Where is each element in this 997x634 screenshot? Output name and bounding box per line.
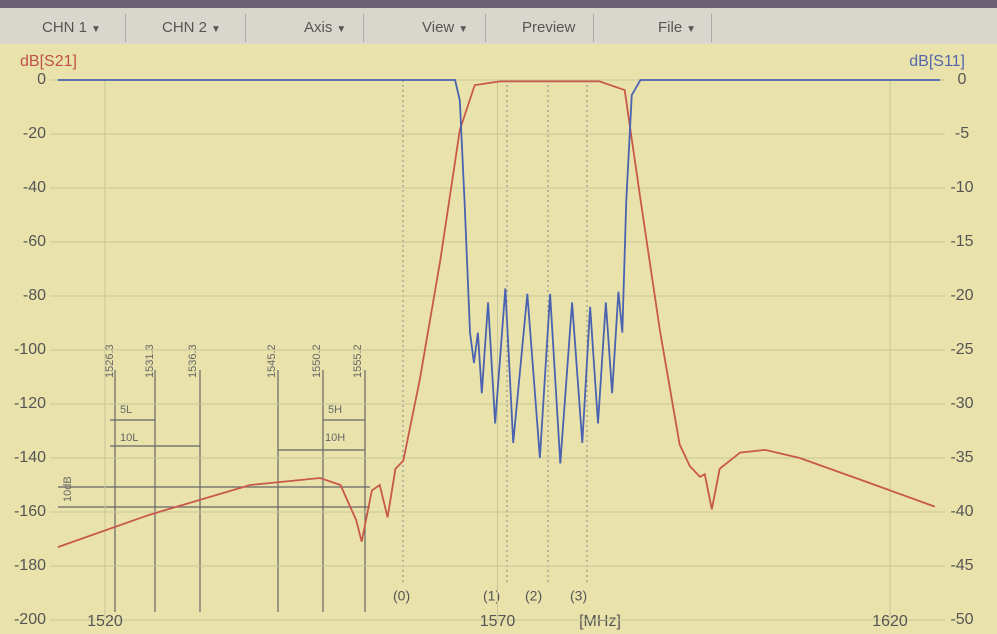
- y-tick-label: -40: [23, 179, 46, 196]
- y-tick-label: 0: [37, 71, 46, 88]
- y2-tick-label: -25: [950, 341, 973, 358]
- y2-tick-label: -45: [950, 557, 973, 574]
- y-tick-label: -140: [14, 449, 46, 466]
- note: 1526.3: [104, 344, 116, 378]
- y-tick-label: -180: [14, 557, 46, 574]
- y2-tick-label: -20: [950, 287, 973, 304]
- note: 1555.2: [352, 344, 364, 378]
- y-tick-label: -160: [14, 503, 46, 520]
- y-tick-label: -200: [14, 611, 46, 628]
- marker-label: (2): [525, 588, 542, 604]
- note: 1550.2: [311, 344, 323, 378]
- y2-tick-label: -35: [950, 449, 973, 466]
- note: 10dB: [62, 476, 74, 502]
- page: CHN 1▼ CHN 2▼ Axis▼ View▼ Preview File▼ …: [0, 0, 997, 634]
- x-tick-label: 1520: [87, 613, 123, 630]
- y-tick-label: -100: [14, 341, 46, 358]
- y2-tick-label: -50: [950, 611, 973, 628]
- y2-tick-label: -5: [955, 125, 969, 142]
- note: 5L: [120, 404, 132, 416]
- y-tick-label: -120: [14, 395, 46, 412]
- y-tick-label: -20: [23, 125, 46, 142]
- note: 1531.3: [144, 344, 156, 378]
- note: 1545.2: [266, 344, 278, 378]
- y-tick-label: -60: [23, 233, 46, 250]
- note: 10H: [325, 432, 345, 444]
- chart: dB[S21] dB[S11] [MHz] 1526.3 1531.3 1536…: [0, 0, 997, 634]
- note: 1536.3: [187, 344, 199, 378]
- y2-axis-title: dB[S11]: [909, 53, 965, 70]
- x-tick-label: 1620: [872, 613, 908, 630]
- y2-tick-label: -15: [950, 233, 973, 250]
- marker-label: (3): [570, 588, 587, 604]
- x-tick-label: 1570: [480, 613, 516, 630]
- marker-label: (0): [393, 588, 410, 604]
- y2-tick-label: -30: [950, 395, 973, 412]
- plot-background: [0, 44, 997, 634]
- y2-tick-label: -40: [950, 503, 973, 520]
- y2-tick-label: -10: [950, 179, 973, 196]
- y2-tick-label: 0: [958, 71, 967, 88]
- y-tick-label: -80: [23, 287, 46, 304]
- note: 10L: [120, 432, 138, 444]
- y-axis-title: dB[S21]: [20, 53, 77, 70]
- x-axis-title: [MHz]: [579, 613, 621, 630]
- note: 5H: [328, 404, 342, 416]
